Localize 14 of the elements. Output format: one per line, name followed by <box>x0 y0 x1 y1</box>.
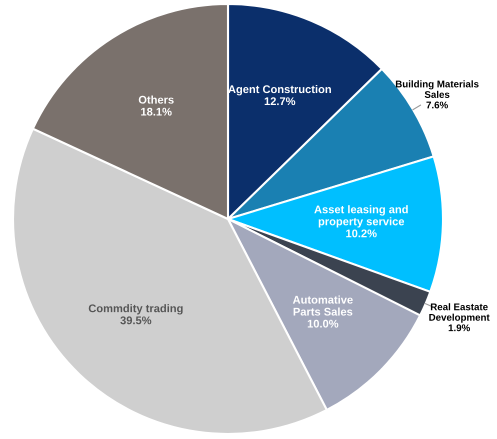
data-label: 18.1% <box>141 108 172 116</box>
data-label: 39.5% <box>120 316 152 324</box>
slice-label: Others <box>138 96 174 104</box>
slice-label: Real Eastate Development <box>429 303 490 323</box>
data-label: 7.6% <box>426 102 448 108</box>
slice-label: Agent Construction <box>228 84 331 96</box>
slice-label: Asset leasing and property service <box>314 205 408 228</box>
data-label: 1.9% <box>448 324 470 332</box>
slice-label: Automative Parts Sales <box>292 296 353 316</box>
slice-label: Building Materials Sales <box>396 80 479 98</box>
slice-label: Commdity trading <box>88 304 183 315</box>
data-label: 10.2% <box>346 229 377 238</box>
data-label: 10.0% <box>308 320 338 328</box>
data-label: 12.7% <box>264 97 296 106</box>
